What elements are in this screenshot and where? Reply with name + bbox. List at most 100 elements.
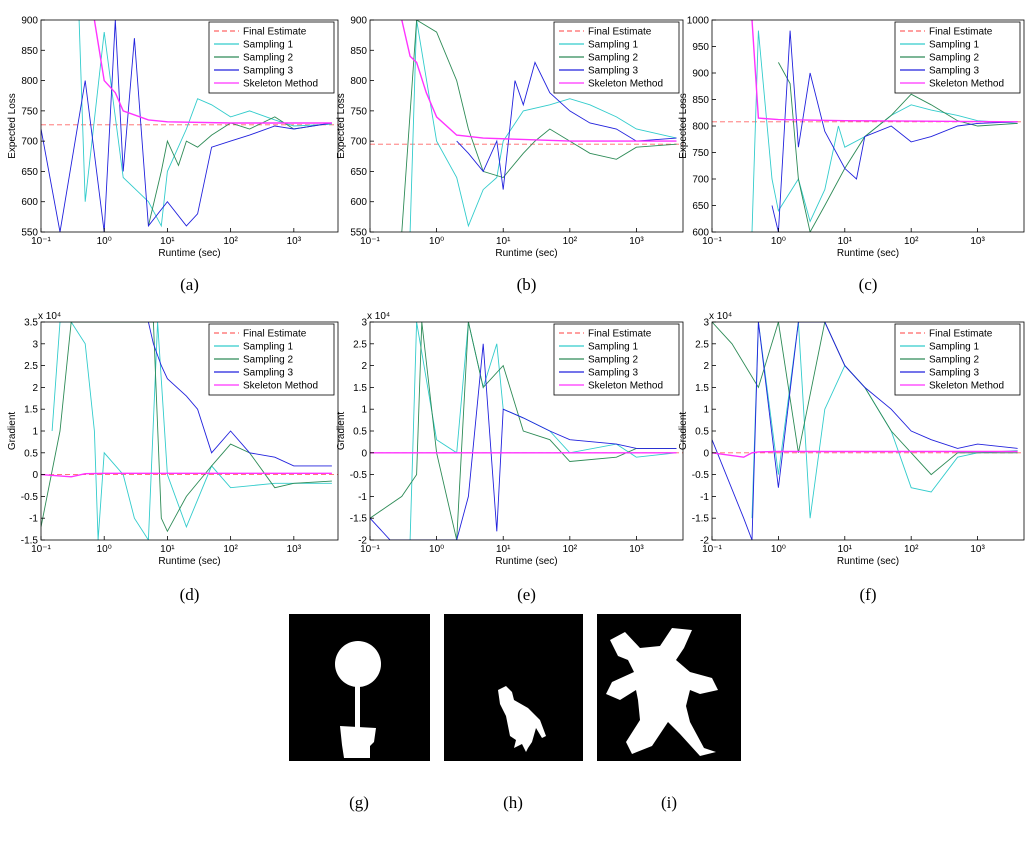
legend-label: Sampling 2 xyxy=(243,355,293,366)
series-line xyxy=(370,343,677,540)
series-line xyxy=(147,322,332,467)
legend-label: Sampling 2 xyxy=(243,53,293,64)
y-tick-label: 850 xyxy=(692,95,709,106)
y-axis-label: Gradient xyxy=(7,412,18,451)
plot xyxy=(41,20,338,232)
y-tick-label: -0.5 xyxy=(21,492,39,503)
x-axis-label: Runtime (sec) xyxy=(158,248,220,259)
y-axis-label: Expected Loss xyxy=(7,93,18,159)
y-tick-label: 850 xyxy=(350,46,367,57)
image-h xyxy=(444,614,583,761)
y-tick-label: 650 xyxy=(350,167,367,178)
y-axis-label: Gradient xyxy=(678,412,689,451)
series-line xyxy=(409,322,677,540)
y-multiplier: x 10⁴ xyxy=(367,311,390,322)
y-tick-label: -1.5 xyxy=(350,514,368,525)
y-tick-label: 3 xyxy=(703,318,709,329)
x-axis-label: Runtime (sec) xyxy=(495,556,557,567)
x-tick-label: 10⁰ xyxy=(771,544,786,555)
series-line xyxy=(401,20,677,142)
x-tick-label: 10⁰ xyxy=(97,236,112,247)
y-tick-label: 600 xyxy=(21,197,38,208)
y-tick-label: 900 xyxy=(692,69,709,80)
series-line xyxy=(147,116,332,227)
y-tick-label: 800 xyxy=(21,76,38,87)
x-tick-label: 10⁻¹ xyxy=(360,236,380,247)
y-tick-label: 1 xyxy=(361,405,367,416)
y-axis-label: Expected Loss xyxy=(678,93,689,159)
y-multiplier: x 10⁴ xyxy=(709,311,732,322)
legend-label: Sampling 3 xyxy=(243,66,293,77)
y-tick-label: 3 xyxy=(32,339,38,350)
y-tick-label: 600 xyxy=(692,228,709,239)
legend-label: Skeleton Method xyxy=(588,381,663,392)
series-line xyxy=(370,322,677,540)
plot xyxy=(41,322,338,540)
y-tick-label: 1 xyxy=(32,427,38,438)
y-tick-label: -0.5 xyxy=(350,470,368,481)
y-tick-label: 2 xyxy=(703,361,709,372)
x-axis-label: Runtime (sec) xyxy=(495,248,557,259)
legend-label: Final Estimate xyxy=(243,329,307,340)
series-line xyxy=(712,322,1018,540)
y-tick-label: 650 xyxy=(692,201,709,212)
legend-label: Sampling 1 xyxy=(243,342,293,353)
legend-label: Sampling 3 xyxy=(929,66,979,77)
y-tick-label: -0.5 xyxy=(692,470,710,481)
y-tick-label: 2.5 xyxy=(695,339,709,350)
series-line xyxy=(41,20,332,232)
y-tick-label: 700 xyxy=(692,175,709,186)
y-tick-label: 0 xyxy=(361,448,367,459)
legend-label: Sampling 1 xyxy=(243,40,293,51)
x-tick-label: 10³ xyxy=(287,236,302,247)
teddy-shape xyxy=(606,628,718,756)
legend-label: Final Estimate xyxy=(588,329,652,340)
y-tick-label: -1.5 xyxy=(692,514,710,525)
legend-label: Sampling 2 xyxy=(929,53,979,64)
y-axis-label: Gradient xyxy=(336,412,347,451)
plot-frame xyxy=(40,19,339,233)
x-tick-label: 10³ xyxy=(287,544,302,555)
x-tick-label: 10¹ xyxy=(838,544,853,555)
plot xyxy=(370,20,683,232)
x-tick-label: 10¹ xyxy=(496,236,511,247)
y-tick-label: 750 xyxy=(692,148,709,159)
legend-label: Sampling 2 xyxy=(588,53,638,64)
y-tick-label: 600 xyxy=(350,197,367,208)
person-shape xyxy=(498,686,546,752)
plot-frame xyxy=(369,19,684,233)
y-tick-label: 0.5 xyxy=(695,427,709,438)
series-line xyxy=(93,20,332,124)
plot xyxy=(712,322,1024,540)
x-tick-label: 10⁻¹ xyxy=(31,236,51,247)
x-tick-label: 10¹ xyxy=(160,544,175,555)
y-tick-label: 850 xyxy=(21,46,38,57)
y-tick-label: 2 xyxy=(32,383,38,394)
y-tick-label: 550 xyxy=(21,228,38,239)
x-tick-label: 10² xyxy=(563,544,578,555)
y-tick-label: 0.5 xyxy=(353,427,367,438)
y-tick-label: 1.5 xyxy=(695,383,709,394)
x-tick-label: 10² xyxy=(223,236,238,247)
legend-label: Sampling 3 xyxy=(929,368,979,379)
legend-label: Final Estimate xyxy=(243,27,307,38)
series-line xyxy=(456,61,677,190)
y-tick-label: 700 xyxy=(350,137,367,148)
series-line xyxy=(409,20,677,232)
series-line xyxy=(51,322,332,540)
x-tick-label: 10⁰ xyxy=(97,544,112,555)
legend-label: Sampling 2 xyxy=(588,355,638,366)
legend-label: Sampling 2 xyxy=(929,355,979,366)
x-tick-label: 10⁰ xyxy=(429,544,444,555)
x-tick-label: 10³ xyxy=(629,236,644,247)
series-line xyxy=(401,20,677,232)
y-tick-label: 3 xyxy=(361,318,367,329)
y-tick-label: 2 xyxy=(361,361,367,372)
y-tick-label: 1.5 xyxy=(353,383,367,394)
y-tick-label: 2.5 xyxy=(24,361,38,372)
image-caption: (i) xyxy=(661,793,677,812)
chart-caption: (a) xyxy=(180,275,199,294)
y-tick-label: 1000 xyxy=(687,16,710,27)
y-tick-label: 700 xyxy=(21,137,38,148)
series-line xyxy=(78,20,332,228)
